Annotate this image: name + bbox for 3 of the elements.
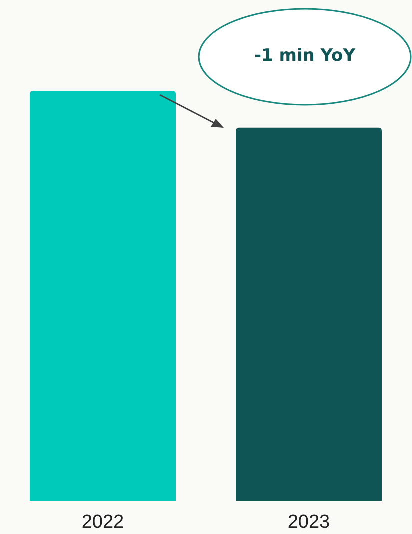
x-tick-label: 2023 (288, 512, 330, 533)
text: -1 min YoY (253, 46, 357, 66)
x-tick-label: 2022 (82, 512, 124, 533)
